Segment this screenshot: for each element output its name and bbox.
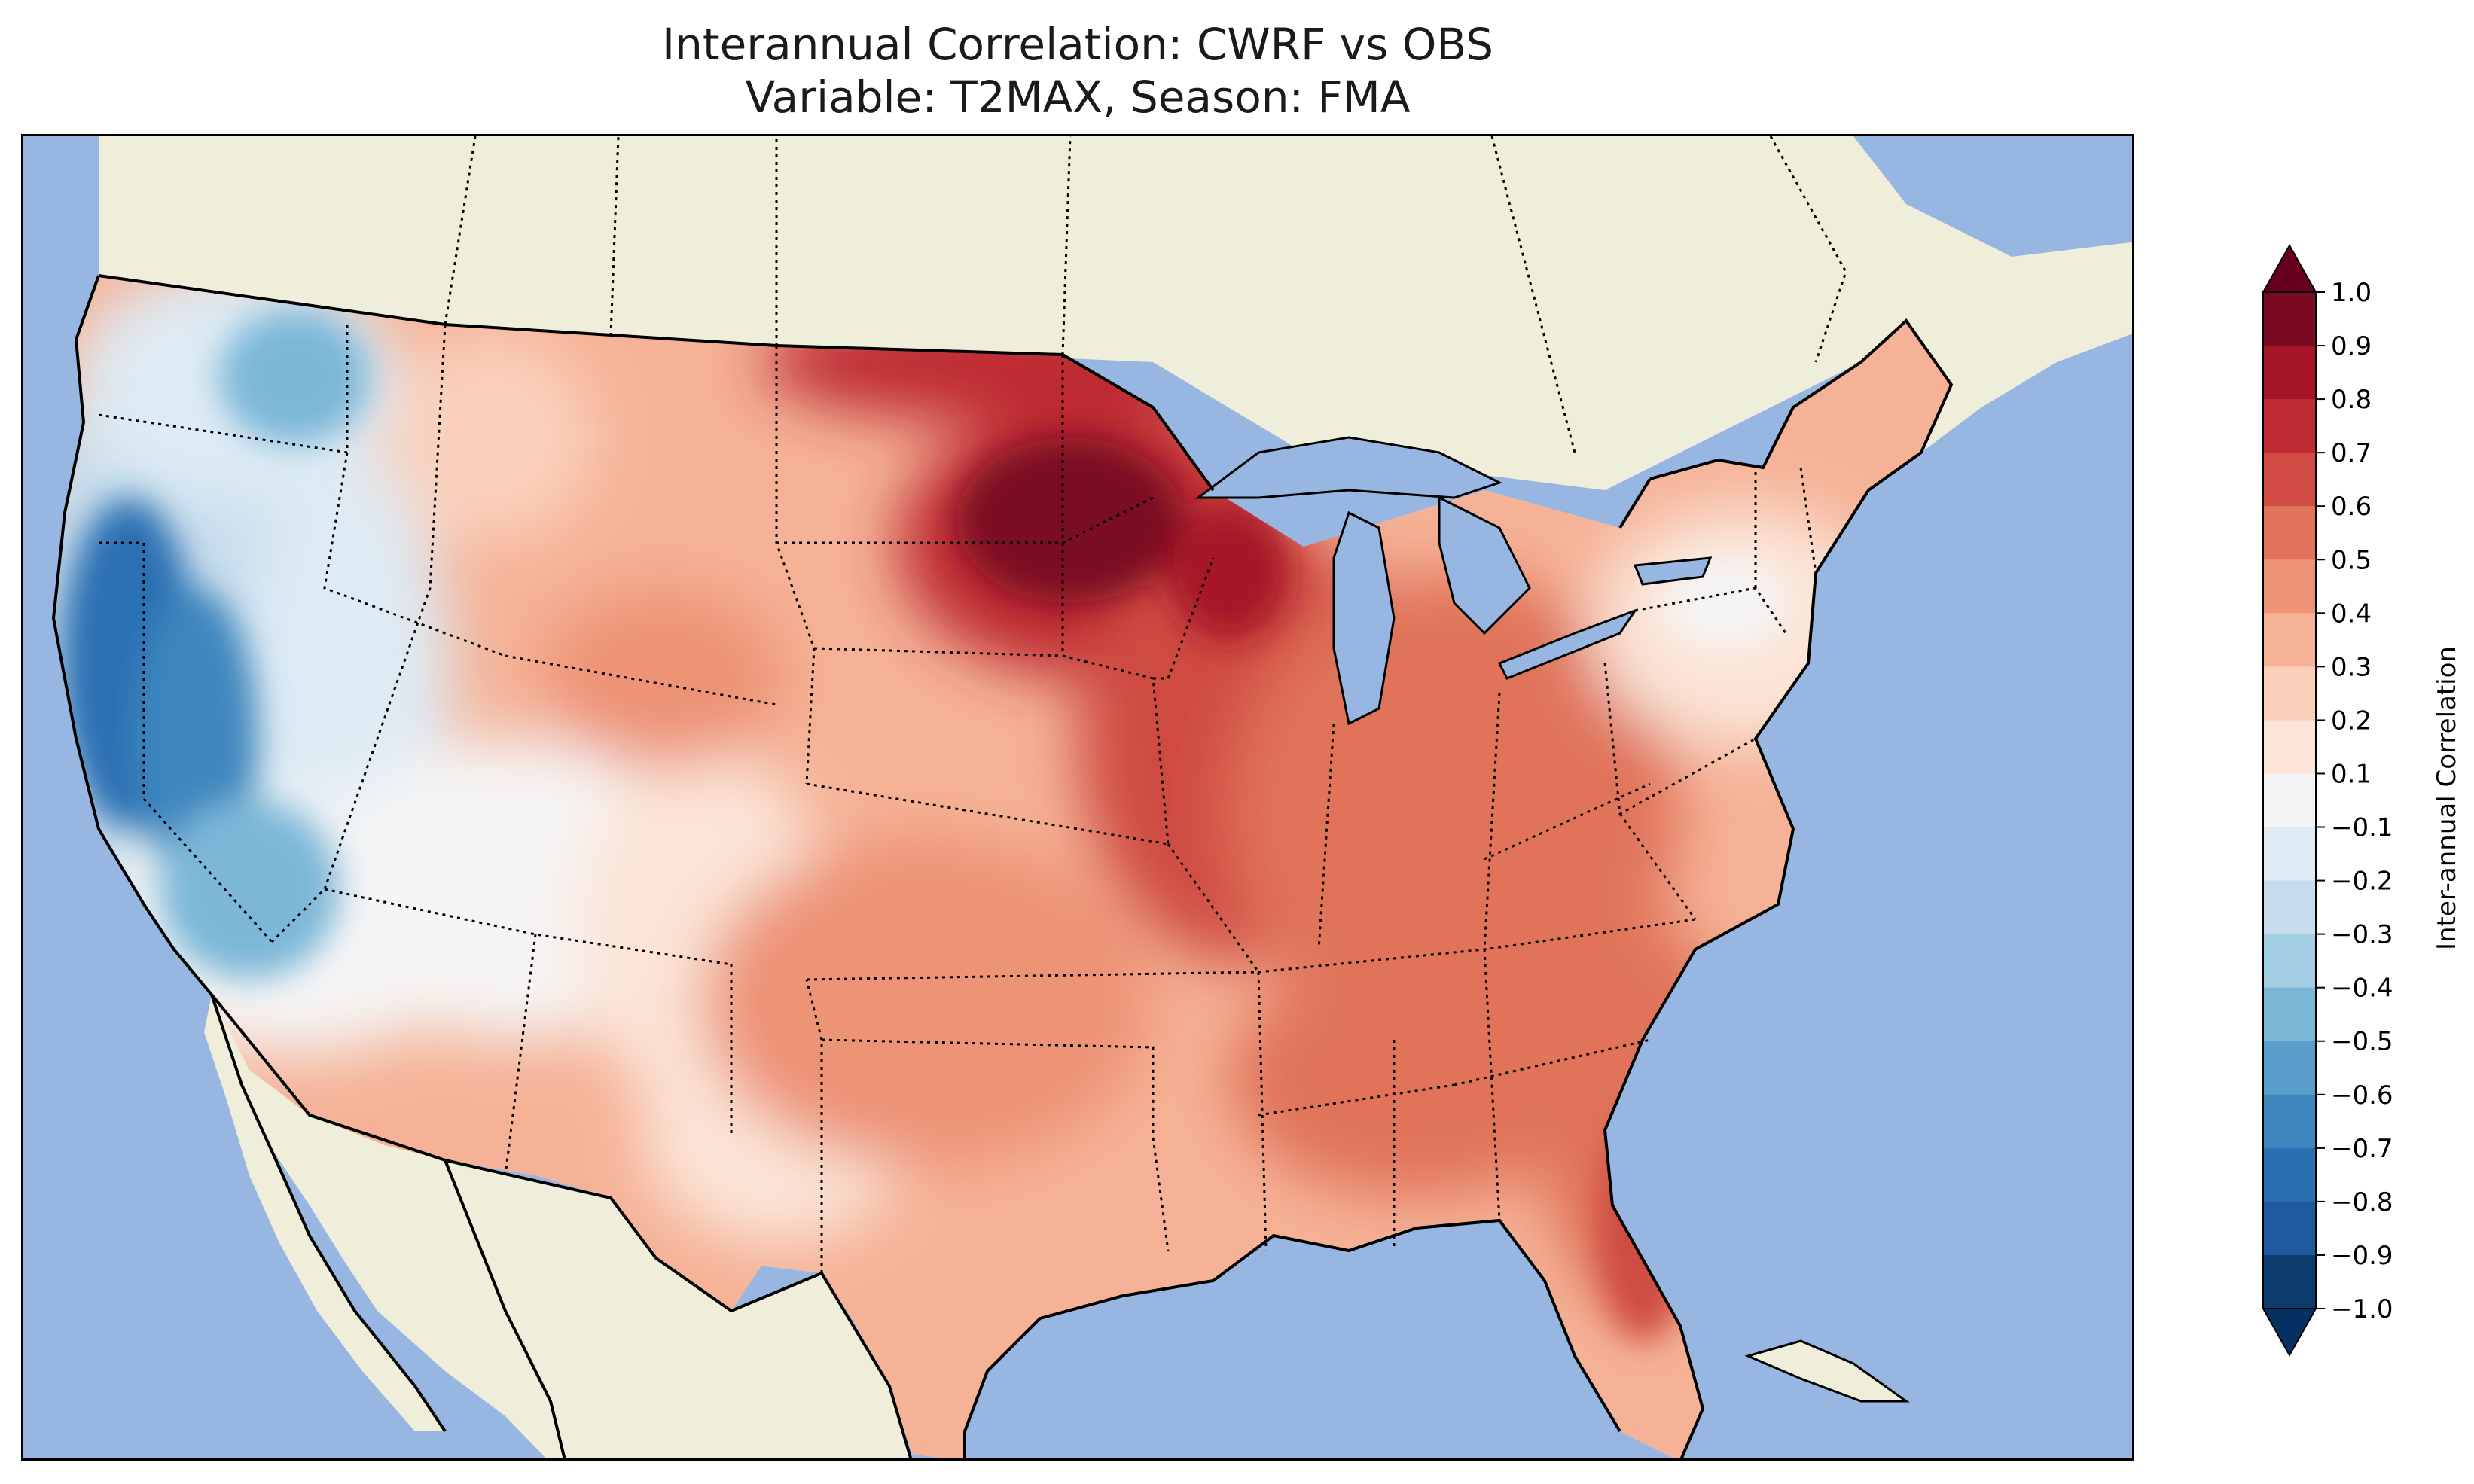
colorbar-segment: [2263, 453, 2316, 507]
colorbar-tick-label: 0.6: [2331, 492, 2372, 522]
colorbar-segment: [2263, 987, 2316, 1042]
lake-huron: [1438, 495, 1531, 635]
colorbar-tick-label: 0.2: [2331, 705, 2372, 736]
colorbar-tick-label: 0.3: [2331, 652, 2372, 682]
colorbar-segments: [2262, 243, 2317, 1358]
colorbar-segment: [2263, 613, 2316, 667]
colorbar-segment: [2263, 346, 2316, 400]
colorbar-segment: [2263, 1094, 2316, 1149]
colorbar-segment: [2263, 1147, 2316, 1202]
colorbar-tick-label: 0.4: [2331, 599, 2372, 629]
colorbar-segment: [2263, 666, 2316, 721]
colorbar-tick-label: −0.2: [2331, 867, 2393, 897]
title-line-2: Variable: T2MAX, Season: FMA: [745, 72, 1411, 123]
colorbar-segment: [2263, 559, 2316, 614]
colorbar-extend-max: [2262, 243, 2317, 293]
lake-erie: [1497, 608, 1638, 680]
colorbar-tick-label: −0.9: [2331, 1241, 2393, 1271]
colorbar-segment: [2263, 506, 2316, 560]
colorbar-segment: [2263, 1254, 2316, 1309]
colorbar-tick-label: −0.7: [2331, 1134, 2393, 1164]
province-borders: [444, 136, 1847, 453]
lake-ontario: [1633, 556, 1713, 586]
lake-michigan: [1332, 510, 1396, 726]
colorbar-tick-label: 0.9: [2331, 331, 2372, 361]
colorbar-segment: [2263, 1201, 2316, 1256]
colorbar-tick-label: −1.0: [2331, 1294, 2393, 1324]
colorbar-tick-label: 0.8: [2331, 385, 2372, 415]
colorbar-segment: [2263, 773, 2316, 828]
colorbar-tick-label: −0.5: [2331, 1027, 2393, 1057]
colorbar-tick-label: 0.7: [2331, 438, 2372, 468]
canada-land: [99, 136, 2132, 490]
colorbar-label: Inter-annual Correlation: [2432, 646, 2462, 950]
conus-coastline: [51, 275, 1954, 1458]
colorbar-segment: [2263, 720, 2316, 774]
cuba-land: [1744, 1339, 1910, 1403]
country-borders: [98, 274, 1862, 1458]
colorbar-segment: [2263, 399, 2316, 453]
colorbar-segment: [2263, 934, 2316, 989]
colorbar-segment: [2263, 292, 2316, 346]
map-panel[interactable]: [21, 134, 2134, 1461]
colorbar-tick-label: 0.1: [2331, 759, 2372, 789]
state-borders: [98, 324, 1817, 1273]
colorbar-tick-label: 0.5: [2331, 545, 2372, 575]
great-lakes: [1194, 436, 1713, 726]
colorbar-tick-label: −0.6: [2331, 1080, 2393, 1111]
colorbar-tick-label: −0.3: [2331, 920, 2393, 950]
colorbar-segment: [2263, 880, 2316, 935]
mexico-land: [212, 995, 911, 1458]
correlation-field: [53, 276, 1951, 1458]
colorbar-extend-min: [2262, 1308, 2317, 1358]
colorbar-tick-label: −0.4: [2331, 974, 2393, 1004]
title-line-1: Interannual Correlation: CWRF vs OBS: [661, 19, 1493, 70]
lake-superior: [1194, 436, 1502, 499]
mexico-coastline: [210, 994, 566, 1458]
colorbar-segment: [2263, 827, 2316, 882]
colorbar-tick-label: −0.8: [2331, 1187, 2393, 1217]
map-canvas: [23, 136, 2132, 1458]
colorbar-tick-label: −0.1: [2331, 813, 2393, 843]
colorbar-segment: [2263, 1041, 2316, 1095]
colorbar-tick-label: 1.0: [2331, 278, 2372, 308]
colorbar-ticks: 1.0 0.9 0.8 0.7 0.6 0.5 0.4 0.3 0.2 0.1 −0.1 −0.2 −0…: [2316, 278, 2393, 1324]
colorbar-outline: [2262, 291, 2317, 1309]
